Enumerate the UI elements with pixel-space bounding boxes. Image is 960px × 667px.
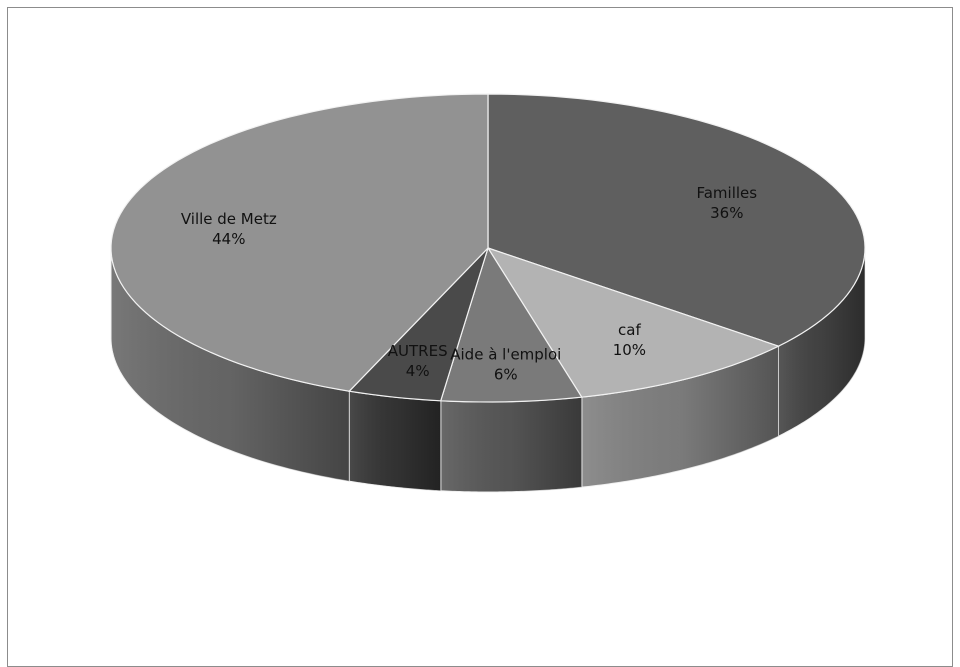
pie-sides bbox=[110, 247, 866, 493]
slice-label-familles: Familles 36% bbox=[696, 184, 757, 222]
slice-name: AUTRES bbox=[388, 342, 448, 360]
slice-name: caf bbox=[618, 321, 641, 339]
slice-percent: 36% bbox=[710, 204, 743, 222]
slice-label-autres: AUTRES 4% bbox=[388, 342, 448, 380]
slice-name: Aide à l'emploi bbox=[450, 345, 561, 363]
pie-tops bbox=[110, 93, 866, 403]
slice-side-shade-aide-a-l-emploi bbox=[440, 397, 582, 492]
slice-side-shade-familles bbox=[778, 248, 865, 437]
slice-percent: 4% bbox=[406, 362, 430, 380]
slice-side-shade-autres bbox=[349, 391, 441, 491]
slice-ville-de-metz bbox=[110, 93, 489, 392]
slice-name: Familles bbox=[696, 184, 757, 202]
pie-chart: Familles 36% caf 10% Aide à l'emploi 6% AUTRES… bbox=[110, 93, 866, 493]
slice-side-shade-caf bbox=[581, 346, 779, 488]
slice-percent: 44% bbox=[212, 230, 245, 248]
slice-label-aide-a-l-emploi: Aide à l'emploi 6% bbox=[450, 345, 561, 383]
slice-side-shade-ville-de-metz bbox=[111, 248, 350, 482]
slice-autres bbox=[347, 247, 489, 402]
slice-percent: 10% bbox=[613, 341, 646, 359]
slice-label-caf: caf 10% bbox=[613, 321, 646, 359]
chart-frame: Familles 36% caf 10% Aide à l'emploi 6% AUTRES… bbox=[7, 7, 953, 667]
slice-percent: 6% bbox=[494, 365, 518, 383]
slice-caf bbox=[486, 246, 781, 398]
slice-name: Ville de Metz bbox=[181, 210, 277, 228]
pie-labels: Familles 36% caf 10% Aide à l'emploi 6% AUTRES… bbox=[181, 184, 757, 383]
slice-familles bbox=[487, 93, 866, 347]
slice-aide-a-l-emploi bbox=[439, 246, 583, 403]
slice-label-ville-de-metz: Ville de Metz 44% bbox=[181, 210, 277, 248]
